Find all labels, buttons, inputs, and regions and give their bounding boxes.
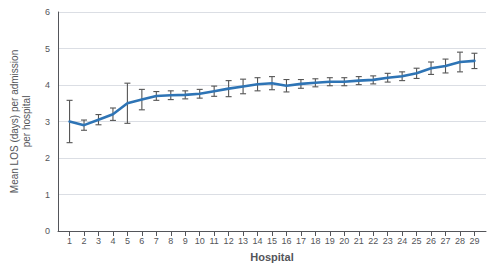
svg-text:Hospital: Hospital (250, 251, 293, 263)
svg-text:16: 16 (281, 236, 291, 246)
svg-text:20: 20 (339, 236, 349, 246)
svg-text:17: 17 (296, 236, 306, 246)
svg-text:19: 19 (325, 236, 335, 246)
svg-text:7: 7 (154, 236, 159, 246)
svg-text:22: 22 (368, 236, 378, 246)
svg-text:24: 24 (397, 236, 407, 246)
svg-text:1: 1 (67, 236, 72, 246)
svg-text:25: 25 (412, 236, 422, 246)
svg-text:Mean LOS (days) per admission: Mean LOS (days) per admission (9, 50, 20, 193)
svg-text:4: 4 (45, 80, 50, 90)
svg-text:5: 5 (45, 44, 50, 54)
svg-text:11: 11 (209, 236, 218, 246)
svg-text:9: 9 (183, 236, 188, 246)
svg-text:5: 5 (125, 236, 130, 246)
svg-text:23: 23 (383, 236, 393, 246)
svg-text:14: 14 (253, 236, 263, 246)
svg-text:21: 21 (354, 236, 364, 246)
svg-text:0: 0 (45, 226, 50, 236)
svg-text:18: 18 (310, 236, 320, 246)
svg-text:8: 8 (168, 236, 173, 246)
svg-text:1: 1 (45, 190, 50, 200)
svg-text:27: 27 (441, 236, 451, 246)
svg-text:28: 28 (455, 236, 465, 246)
svg-text:3: 3 (96, 236, 101, 246)
svg-text:15: 15 (267, 236, 277, 246)
svg-text:29: 29 (469, 236, 479, 246)
svg-text:2: 2 (82, 236, 87, 246)
svg-text:10: 10 (195, 236, 205, 246)
svg-text:per hospital: per hospital (21, 96, 32, 148)
svg-text:3: 3 (45, 117, 50, 127)
svg-text:12: 12 (224, 236, 234, 246)
svg-text:4: 4 (110, 236, 115, 246)
svg-text:6: 6 (45, 7, 50, 17)
svg-text:6: 6 (139, 236, 144, 246)
svg-text:2: 2 (45, 153, 50, 163)
svg-text:13: 13 (238, 236, 248, 246)
svg-text:26: 26 (426, 236, 436, 246)
